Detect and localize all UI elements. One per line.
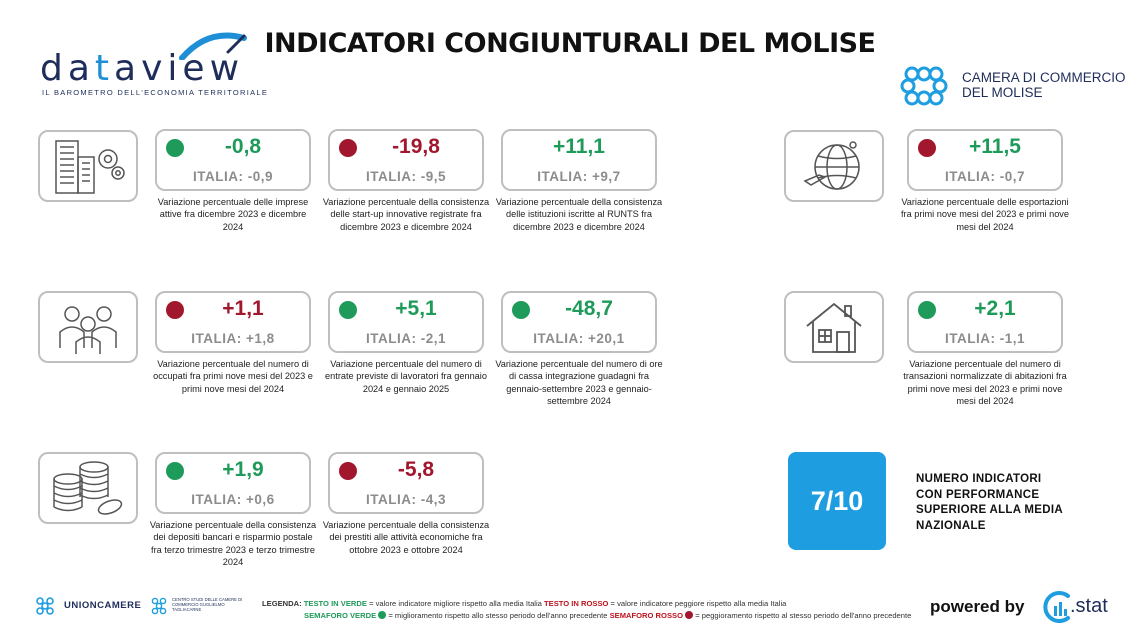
- indicator-card-depositi: +1,9 ITALIA: +0,6: [155, 452, 311, 514]
- legend-green-dot: [378, 611, 387, 619]
- housing-icon-box: [784, 291, 884, 363]
- indicator-value: +1,9: [222, 458, 264, 481]
- indicator-description: Variazione percentuale del numero di ore…: [495, 359, 663, 407]
- score-badge: 7/10: [788, 452, 886, 550]
- italia-value: ITALIA: -0,9: [193, 169, 273, 184]
- employment-icon-box: [38, 291, 138, 363]
- indicator-card-runts: +11,1 ITALIA: +9,7: [501, 129, 657, 191]
- legend: LEGENDA: TESTO IN VERDE = valore indicat…: [262, 599, 912, 620]
- dataview-tagline: IL BAROMETRO DELL'ECONOMIA TERRITORIALE: [42, 88, 269, 97]
- italia-value: ITALIA: -2,1: [366, 331, 446, 346]
- legend-red-dot: [685, 611, 694, 619]
- office-buildings-gears-icon: [55, 140, 125, 194]
- indicator-value: -5,8: [397, 458, 435, 481]
- business-icon-box: [38, 130, 138, 202]
- dataview-wordmark: dataview: [40, 48, 245, 89]
- tagliacarne-emblem-icon: [151, 597, 167, 615]
- status-dot: [339, 139, 357, 157]
- italia-value: ITALIA: -1,1: [945, 331, 1025, 346]
- italia-value: ITALIA: -4,3: [366, 492, 446, 507]
- speedometer-arc-icon: [179, 32, 247, 60]
- italia-value: ITALIA: +1,8: [191, 331, 275, 346]
- powered-by-logo: powered by .stat: [930, 590, 1130, 626]
- coins-stack-icon: [53, 461, 123, 515]
- indicator-description: Variazione percentuale del numero di ent…: [325, 359, 487, 394]
- indicator-value: +1,1: [222, 297, 264, 320]
- indicator-card-entrate: +5,1 ITALIA: -2,1: [328, 291, 484, 353]
- italia-value: ITALIA: -9,5: [366, 169, 446, 184]
- indicator-description: Variazione percentuale della consistenza…: [322, 520, 490, 555]
- savings-icon-box: [38, 452, 138, 524]
- people-group-icon: [59, 306, 117, 354]
- dataview-logo: dataview IL BAROMETRO DELL'ECONOMIA TERR…: [40, 26, 280, 106]
- indicator-card-occupati: +1,1 ITALIA: +1,8: [155, 291, 311, 353]
- italia-value: ITALIA: +20,1: [533, 331, 625, 346]
- status-dot: [166, 301, 184, 319]
- indicator-value: -48,7: [565, 297, 613, 320]
- status-dot: [166, 139, 184, 157]
- indicator-description: Variazione percentuale della consistenza…: [149, 520, 317, 568]
- camera-commercio-name: CAMERA DI COMMERCIO DEL MOLISE: [962, 70, 1126, 100]
- status-dot: [339, 462, 357, 480]
- indicator-card-abitazioni: +2,1 ITALIA: -1,1: [907, 291, 1063, 353]
- italia-value: ITALIA: -0,7: [945, 169, 1025, 184]
- camera-commercio-logo: CAMERA DI COMMERCIO DEL MOLISE: [900, 64, 1126, 108]
- score-label: NUMERO INDICATORI CON PERFORMANCE SUPERI…: [916, 473, 1063, 532]
- indicator-value: +11,5: [969, 135, 1021, 158]
- indicator-card-imprese: -0,8 ITALIA: -0,9: [155, 129, 311, 191]
- italia-value: ITALIA: +9,7: [537, 169, 621, 184]
- unioncamere-logo: UNIONCAMERE: [34, 596, 144, 616]
- indicator-value: +2,1: [974, 297, 1016, 320]
- status-dot: [512, 301, 530, 319]
- globe-plane-icon: [803, 141, 860, 190]
- export-icon-box: [784, 130, 884, 202]
- chamber-emblem-icon: [900, 66, 948, 106]
- indicator-card-prestiti: -5,8 ITALIA: -4,3: [328, 452, 484, 514]
- status-dot: [339, 301, 357, 319]
- indicator-value: +11,1: [553, 135, 605, 158]
- italia-value: ITALIA: +0,6: [191, 492, 275, 507]
- indicator-description: Variazione percentuale del numero di occ…: [153, 359, 313, 394]
- house-icon: [806, 302, 862, 353]
- cstat-emblem-icon: [1043, 591, 1070, 623]
- status-dot: [918, 301, 936, 319]
- indicator-value: +5,1: [395, 297, 437, 320]
- status-dot: [166, 462, 184, 480]
- indicator-description: Variazione percentuale della consistenza…: [495, 197, 663, 232]
- indicator-value: -19,8: [392, 135, 440, 158]
- indicator-description: Variazione percentuale del numero di tra…: [903, 359, 1067, 407]
- status-dot: [918, 139, 936, 157]
- tagliacarne-logo: CENTRO STUDI DELLE CAMERE DI COMMERCIO G…: [150, 596, 250, 616]
- indicator-description: Variazione percentuale delle esportazion…: [901, 197, 1070, 232]
- indicator-card-cassa-integrazione: -48,7 ITALIA: +20,1: [501, 291, 657, 353]
- indicator-card-startup: -19,8 ITALIA: -9,5: [328, 129, 484, 191]
- unioncamere-emblem-icon: [36, 597, 54, 615]
- indicator-description: Variazione percentuale della consistenza…: [322, 197, 490, 232]
- indicator-description: Variazione percentuale delle imprese att…: [157, 197, 309, 232]
- indicator-card-export: +11,5 ITALIA: -0,7: [907, 129, 1063, 191]
- indicator-value: -0,8: [224, 135, 262, 158]
- page-title: INDICATORI CONGIUNTURALI DEL MOLISE: [264, 28, 876, 59]
